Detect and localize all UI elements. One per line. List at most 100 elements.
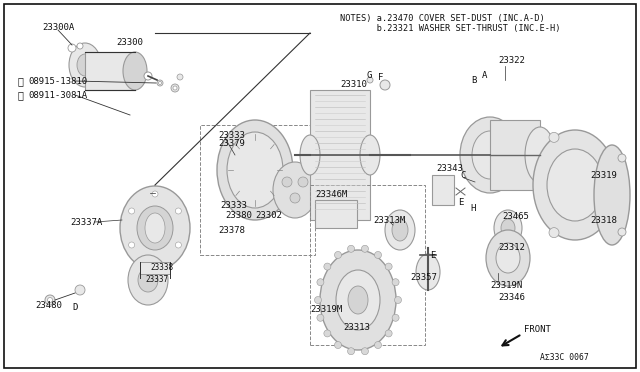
Ellipse shape bbox=[496, 243, 520, 273]
Text: 23300A: 23300A bbox=[42, 22, 74, 32]
Circle shape bbox=[173, 86, 177, 90]
Text: 23379: 23379 bbox=[218, 138, 245, 148]
Ellipse shape bbox=[77, 54, 93, 76]
Circle shape bbox=[317, 279, 324, 286]
Circle shape bbox=[385, 263, 392, 270]
Ellipse shape bbox=[385, 210, 415, 250]
Text: Ⓝ: Ⓝ bbox=[18, 90, 24, 100]
Circle shape bbox=[157, 80, 163, 86]
Text: 23380: 23380 bbox=[225, 211, 252, 219]
Bar bbox=[85, 52, 135, 90]
Text: 23378: 23378 bbox=[218, 225, 245, 234]
Bar bbox=[310, 185, 425, 345]
Ellipse shape bbox=[547, 149, 603, 221]
Text: 23343: 23343 bbox=[436, 164, 463, 173]
Bar bbox=[315, 200, 357, 228]
Text: 23333: 23333 bbox=[220, 201, 247, 209]
Ellipse shape bbox=[336, 270, 380, 330]
Ellipse shape bbox=[416, 254, 440, 290]
Circle shape bbox=[47, 298, 52, 302]
Text: D: D bbox=[72, 304, 77, 312]
Circle shape bbox=[362, 348, 369, 355]
Text: NOTES) a.23470 COVER SET-DUST (INC.A-D): NOTES) a.23470 COVER SET-DUST (INC.A-D) bbox=[340, 13, 545, 22]
Circle shape bbox=[335, 251, 342, 259]
Circle shape bbox=[324, 330, 331, 337]
Circle shape bbox=[290, 193, 300, 203]
Ellipse shape bbox=[273, 162, 317, 218]
Text: 23319N: 23319N bbox=[490, 280, 522, 289]
Text: 23318: 23318 bbox=[590, 215, 617, 224]
Bar bbox=[310, 90, 370, 220]
Ellipse shape bbox=[227, 132, 283, 208]
Ellipse shape bbox=[525, 127, 555, 183]
Text: 23357: 23357 bbox=[410, 273, 437, 282]
Circle shape bbox=[317, 314, 324, 321]
Text: b.23321 WASHER SET-THRUST (INC.E-H): b.23321 WASHER SET-THRUST (INC.E-H) bbox=[340, 23, 561, 32]
Ellipse shape bbox=[123, 52, 147, 90]
Circle shape bbox=[385, 330, 392, 337]
Ellipse shape bbox=[320, 250, 396, 350]
Text: 23338: 23338 bbox=[150, 263, 173, 273]
Ellipse shape bbox=[360, 135, 380, 175]
Ellipse shape bbox=[472, 131, 508, 179]
Circle shape bbox=[392, 279, 399, 286]
Circle shape bbox=[144, 72, 152, 80]
Circle shape bbox=[152, 259, 158, 265]
Circle shape bbox=[549, 228, 559, 238]
Circle shape bbox=[362, 245, 369, 252]
Circle shape bbox=[392, 314, 399, 321]
Ellipse shape bbox=[501, 219, 515, 237]
Text: 23313M: 23313M bbox=[373, 215, 405, 224]
Ellipse shape bbox=[460, 117, 520, 193]
Text: F: F bbox=[378, 73, 383, 81]
Text: H: H bbox=[470, 203, 476, 212]
Ellipse shape bbox=[300, 135, 320, 175]
Ellipse shape bbox=[486, 230, 530, 286]
Text: FRONT: FRONT bbox=[524, 326, 551, 334]
Ellipse shape bbox=[128, 255, 168, 305]
Circle shape bbox=[159, 81, 161, 84]
Text: 23465: 23465 bbox=[502, 212, 529, 221]
Circle shape bbox=[171, 84, 179, 92]
Circle shape bbox=[177, 74, 183, 80]
Text: 08911-3081A: 08911-3081A bbox=[28, 90, 87, 99]
Ellipse shape bbox=[533, 130, 617, 240]
Text: C: C bbox=[460, 170, 465, 180]
Circle shape bbox=[324, 263, 331, 270]
Bar bbox=[490, 120, 540, 190]
Circle shape bbox=[549, 132, 559, 142]
Text: 23337: 23337 bbox=[145, 276, 168, 285]
Text: E: E bbox=[458, 198, 463, 206]
Text: 23337A: 23337A bbox=[70, 218, 102, 227]
Text: 23322: 23322 bbox=[498, 55, 525, 64]
Text: B: B bbox=[471, 76, 476, 84]
Text: 23310: 23310 bbox=[340, 80, 367, 89]
Circle shape bbox=[348, 245, 355, 252]
Text: 23346M: 23346M bbox=[315, 189, 348, 199]
Circle shape bbox=[45, 295, 55, 305]
Circle shape bbox=[175, 208, 181, 214]
Text: 23312: 23312 bbox=[498, 244, 525, 253]
Text: 23333: 23333 bbox=[218, 131, 245, 140]
Ellipse shape bbox=[594, 145, 630, 245]
Bar bbox=[432, 175, 454, 205]
Circle shape bbox=[374, 251, 381, 259]
Text: Ⓜ: Ⓜ bbox=[18, 76, 24, 86]
Circle shape bbox=[298, 177, 308, 187]
Text: 23319M: 23319M bbox=[310, 305, 342, 314]
Text: AΣ33C 0067: AΣ33C 0067 bbox=[540, 353, 589, 362]
Ellipse shape bbox=[69, 43, 101, 87]
Circle shape bbox=[618, 228, 626, 236]
Circle shape bbox=[335, 341, 342, 349]
Ellipse shape bbox=[138, 268, 158, 292]
Ellipse shape bbox=[348, 286, 368, 314]
Circle shape bbox=[367, 77, 373, 83]
Circle shape bbox=[380, 80, 390, 90]
Ellipse shape bbox=[217, 120, 293, 220]
Circle shape bbox=[129, 208, 134, 214]
Text: 08915-13810: 08915-13810 bbox=[28, 77, 87, 86]
Circle shape bbox=[77, 43, 83, 49]
Text: 23319: 23319 bbox=[590, 170, 617, 180]
Ellipse shape bbox=[145, 213, 165, 243]
Text: 23346: 23346 bbox=[498, 294, 525, 302]
